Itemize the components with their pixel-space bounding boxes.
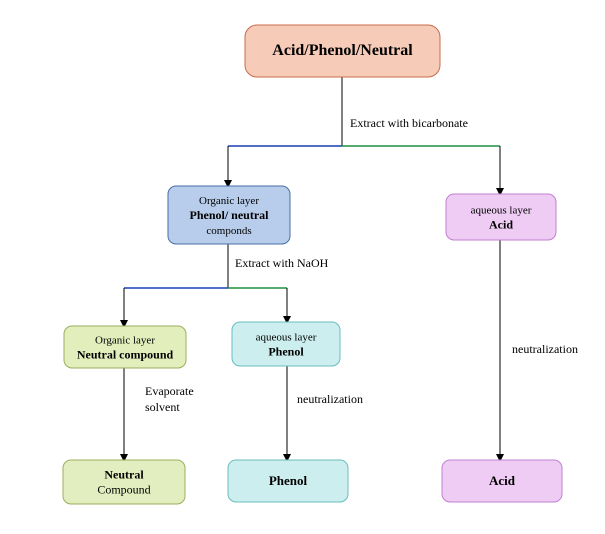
flowchart-canvas: Acid/Phenol/NeutralOrganic layerPhenol/ …: [0, 0, 605, 534]
node-aqueous_phenol-line-0: aqueous layer: [256, 331, 317, 343]
label-extract-bicarb: Extract with bicarbonate: [350, 116, 468, 130]
node-phenol_final-line-0: Phenol: [269, 473, 308, 488]
label-extract-naoh: Extract with NaOH: [235, 256, 329, 270]
node-neutral_comp-line-1: Compound: [97, 482, 150, 496]
node-phenol_final: Phenol: [228, 460, 348, 502]
node-root: Acid/Phenol/Neutral: [245, 25, 440, 77]
node-organic_neutral-line-1: Neutral compound: [77, 347, 174, 361]
node-aqueous_acid: aqueous layerAcid: [446, 194, 556, 240]
node-organic1-line-2: componds: [206, 225, 251, 237]
node-neutral_comp-line-0: Neutral: [104, 467, 144, 481]
node-acid_final-line-0: Acid: [489, 473, 516, 488]
node-organic1-line-0: Organic layer: [199, 195, 259, 207]
node-aqueous_acid-line-1: Acid: [489, 217, 513, 231]
node-neutral_comp: NeutralCompound: [63, 460, 185, 504]
label-neut-acid: neutralization: [512, 342, 578, 356]
node-aqueous_phenol-line-1: Phenol: [268, 344, 304, 358]
node-root-line-0: Acid/Phenol/Neutral: [272, 42, 413, 59]
label-evap-solvent2: solvent: [145, 400, 180, 414]
label-neut-phenol: neutralization: [297, 392, 363, 406]
node-organic_neutral-line-0: Organic layer: [95, 334, 155, 346]
node-organic1: Organic layerPhenol/ neutral componds: [168, 186, 290, 244]
node-aqueous_acid-line-0: aqueous layer: [471, 204, 532, 216]
node-organic1-line-1: Phenol/ neutral: [189, 208, 269, 222]
node-aqueous_phenol: aqueous layerPhenol: [232, 322, 340, 366]
node-organic_neutral: Organic layerNeutral compound: [64, 326, 186, 368]
node-acid_final: Acid: [442, 460, 562, 502]
label-evap-solvent1: Evaporate: [145, 384, 194, 398]
